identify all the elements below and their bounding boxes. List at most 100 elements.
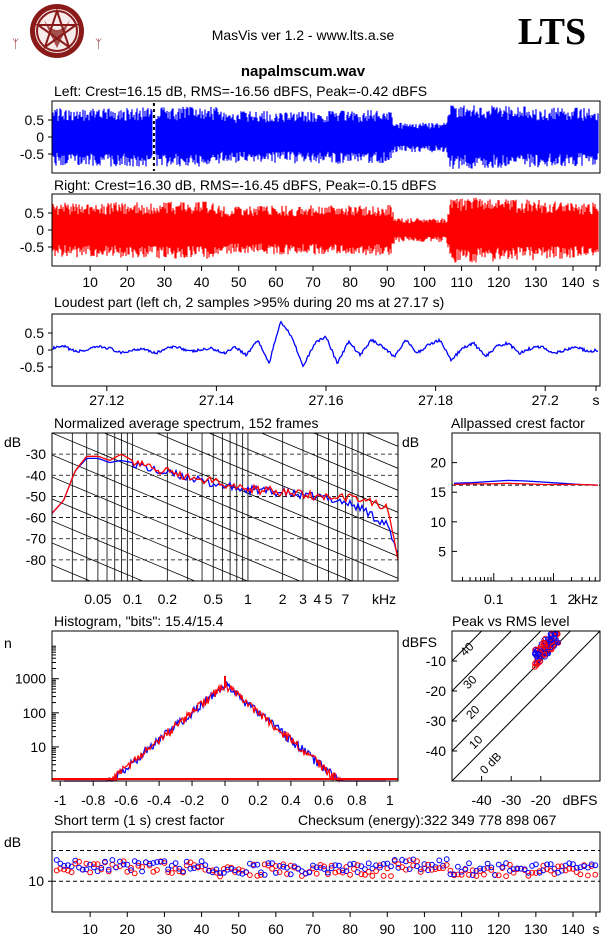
spectrum-slope-line [312, 433, 398, 469]
crest-left-point [351, 860, 357, 867]
crest-left-point [436, 857, 443, 864]
crest-left-point [525, 869, 532, 876]
xtick-label: 90 [379, 274, 395, 290]
crest-right-point [76, 858, 82, 865]
xtick-label: 80 [342, 921, 358, 937]
crest-right-point [551, 871, 558, 877]
xtick-label: -0.6 [114, 792, 138, 808]
crest-right-point [269, 865, 276, 872]
xtick-label: 80 [342, 274, 358, 290]
ytick-label: 0 [36, 129, 44, 145]
peak-rms-left-point [547, 637, 554, 644]
crest-right-point [91, 861, 97, 868]
crest-right-point [83, 860, 90, 867]
crest-left-point [161, 858, 168, 865]
xtick-label: 1 [550, 591, 558, 607]
left-waveform-signal [52, 105, 599, 169]
crest-left-point [518, 865, 524, 872]
left-waveform-frame [51, 100, 601, 174]
peak-rms-diagonals [452, 631, 600, 781]
xtick-label: 1 [244, 591, 252, 607]
crest-left-point [124, 861, 131, 868]
xtick-label: 1 [386, 792, 394, 808]
short-term-crest-frame [51, 831, 601, 913]
crest-right-point [339, 869, 346, 876]
crest-left-point [369, 865, 376, 872]
crest-left-point [295, 865, 302, 872]
peak-rms-right-point [537, 645, 543, 652]
histogram-plot: 1000 100 10 -1 -0.8 -0.6 -0.4 -0.2 0 0.2 0.4 0.6 0.8… [15, 645, 398, 808]
ytick-label: -70 [26, 531, 46, 547]
crest-right-point [247, 872, 253, 878]
left-waveform-plot: 0.50-0.5 [20, 103, 599, 171]
crest-right-point [105, 868, 112, 875]
crest-right-point [369, 873, 376, 879]
crest-left-point [198, 858, 205, 865]
crest-left-point [321, 866, 328, 872]
crest-right-point [373, 868, 380, 874]
crest-left-point [287, 871, 294, 878]
crest-left-point [209, 869, 216, 876]
crest-left-point [440, 862, 446, 869]
xtick-label: 0.2 [248, 792, 268, 808]
histogram-right-line [64, 681, 386, 783]
spectrum-slope-line [52, 587, 398, 732]
crest-right-point [172, 865, 179, 872]
xtick-label: 30 [157, 921, 173, 937]
xtick-label: 40 [194, 921, 210, 937]
avg-spectrum-plot: -30 -40 -50 -60 -70 -80 0.05 0.1 0.2 0.5 1 2 3 4 5 7 kHz [26, 433, 398, 732]
xtick-label: 40 [194, 274, 210, 290]
xtick-label: 0.5 [203, 591, 223, 607]
crest-left-point [102, 858, 108, 865]
xtick-label: 10 [82, 274, 98, 290]
spectrum-slope-line [52, 520, 196, 581]
peak-vs-rms-frame [451, 630, 601, 782]
crest-left-point [570, 861, 576, 867]
svg-text:ᛉ: ᛉ [12, 37, 19, 51]
crest-left-point [317, 864, 324, 871]
crest-left-point [455, 863, 461, 870]
crest-left-point [588, 861, 595, 868]
crest-left-point [585, 864, 591, 871]
crest-left-point [169, 862, 175, 869]
crest-right-point [440, 865, 446, 872]
spectrum-ylabel: dB [4, 434, 21, 450]
xtick-label: -40 [471, 792, 491, 808]
ytick-label: -0.5 [20, 359, 44, 375]
crest-left-point [120, 861, 127, 868]
xtick-label: 140 [561, 274, 585, 290]
crest-left-point [165, 866, 172, 873]
xtick-label: -0.4 [147, 792, 171, 808]
ytick-label: -60 [26, 510, 46, 526]
xtick-label: 0.05 [84, 591, 111, 607]
xtick-label: 90 [379, 921, 395, 937]
crest-right-point [354, 862, 361, 868]
ytick-label: 5 [438, 543, 446, 559]
peak-rms-left-point [552, 631, 559, 637]
xtick-label: 27.12 [89, 392, 124, 408]
crest-left-point [566, 860, 573, 867]
crest-right-point [525, 872, 532, 879]
crest-right-point [94, 861, 101, 868]
xtick-label: 30 [157, 274, 173, 290]
right-waveform-plot: 0.50-0.5 10 20 30 40 50 60 70 80 90 100 110 120 130 14… [20, 197, 600, 290]
xtick-label: 100 [413, 921, 437, 937]
xtick-label: 0.2 [158, 591, 178, 607]
ytick-label: -10 [426, 653, 446, 669]
crest-right-point [432, 866, 439, 872]
crest-right-point [358, 871, 365, 878]
crest-right-point [154, 867, 160, 873]
crest-left-point [265, 860, 272, 866]
crest-left-point [533, 861, 539, 868]
spectrum-slope-line [52, 564, 92, 581]
crest-right-point [503, 873, 510, 879]
crest-left-point [447, 871, 454, 877]
xtick-label: dBFS [562, 792, 597, 808]
xtick-label: 50 [231, 921, 247, 937]
checksum-label: Checksum (energy): [298, 812, 424, 828]
histogram-frame [51, 630, 399, 782]
spectrum-right-line [52, 453, 398, 561]
crest-right-point [481, 871, 487, 878]
crest-left-point [72, 857, 79, 864]
